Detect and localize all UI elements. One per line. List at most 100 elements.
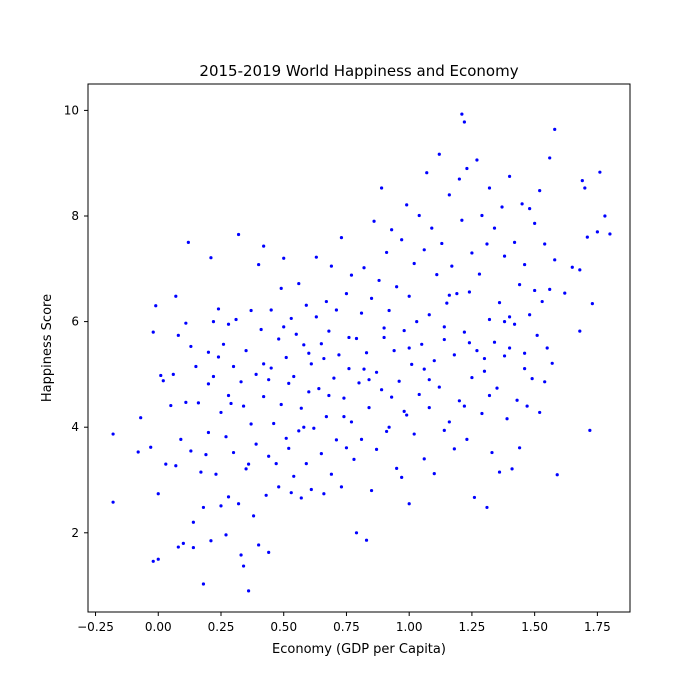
data-point (284, 436, 288, 440)
x-tick-label: 1.75 (584, 620, 611, 634)
data-point (578, 329, 582, 333)
data-point (533, 288, 537, 293)
data-point (354, 531, 359, 535)
data-point (553, 127, 557, 132)
data-point (289, 316, 293, 321)
data-point (211, 320, 216, 324)
data-point (585, 235, 589, 239)
data-point (445, 301, 449, 305)
data-point (174, 464, 178, 468)
data-point (555, 473, 559, 477)
data-point (472, 495, 477, 500)
plot-frame (87, 83, 631, 613)
data-point (337, 353, 341, 357)
data-point (525, 404, 529, 408)
data-point (507, 346, 512, 350)
x-tick-label: −0.25 (77, 620, 114, 634)
data-point (460, 218, 464, 222)
data-point (249, 422, 253, 426)
data-point (349, 420, 354, 424)
data-point (234, 317, 238, 322)
data-point (184, 400, 188, 404)
data-point (435, 273, 439, 277)
data-point (244, 349, 248, 353)
data-point (209, 539, 213, 543)
data-point (507, 174, 512, 178)
data-point (374, 447, 379, 451)
data-point (460, 112, 464, 116)
data-point (224, 533, 228, 537)
data-point (507, 315, 512, 319)
data-point (400, 238, 404, 242)
data-point (512, 322, 517, 326)
data-point (171, 372, 175, 376)
data-point (151, 330, 155, 334)
data-point (390, 395, 394, 399)
data-point (548, 287, 552, 291)
data-point (553, 258, 557, 262)
data-point (512, 240, 517, 244)
data-point (267, 378, 271, 382)
data-point (379, 186, 384, 190)
data-point (309, 487, 313, 492)
data-point (377, 278, 381, 283)
data-point (176, 545, 180, 549)
data-point (139, 416, 143, 420)
data-point (570, 265, 574, 269)
data-point (151, 559, 155, 563)
y-tick-label: 6 (71, 315, 79, 329)
data-point (437, 152, 441, 156)
data-point (294, 332, 298, 336)
data-point (467, 290, 472, 294)
data-point (176, 333, 180, 337)
data-point (174, 294, 178, 298)
x-axis-label: Economy (GDP per Capita) (272, 642, 446, 657)
data-point (465, 437, 469, 441)
data-point (216, 307, 221, 311)
data-point (292, 474, 296, 478)
data-point (550, 361, 554, 365)
data-point (277, 485, 281, 489)
data-point (515, 398, 519, 402)
data-point (385, 250, 389, 255)
data-point (279, 402, 283, 407)
data-point (304, 303, 308, 307)
data-point (425, 171, 429, 175)
data-point (302, 425, 306, 429)
data-point (269, 366, 273, 370)
data-point (598, 170, 602, 174)
data-point (452, 353, 456, 357)
y-axis-ticks: 2 4 6 8 10 (64, 103, 88, 540)
data-point (405, 203, 409, 207)
data-point (583, 186, 587, 190)
data-point (334, 308, 339, 312)
data-point (191, 520, 195, 524)
y-tick-label: 10 (64, 103, 79, 117)
data-point (297, 429, 301, 433)
data-point (239, 380, 243, 384)
data-point (277, 337, 281, 341)
data-point (475, 158, 479, 162)
data-point (299, 406, 303, 410)
data-point (543, 242, 547, 246)
data-point (221, 342, 226, 346)
data-point (339, 236, 344, 240)
data-point (344, 446, 349, 450)
data-point (432, 359, 436, 363)
data-point (307, 351, 311, 355)
data-point (407, 294, 411, 298)
data-point (357, 381, 361, 385)
data-point (111, 500, 115, 504)
y-axis-label: Happiness Score (40, 294, 55, 402)
data-point (229, 401, 233, 406)
data-point (487, 186, 492, 190)
data-point (204, 453, 208, 457)
data-point (533, 221, 537, 225)
data-point (415, 320, 419, 324)
data-point (262, 394, 266, 399)
data-point (487, 393, 492, 398)
points-layer (111, 112, 612, 593)
data-point (442, 337, 446, 342)
